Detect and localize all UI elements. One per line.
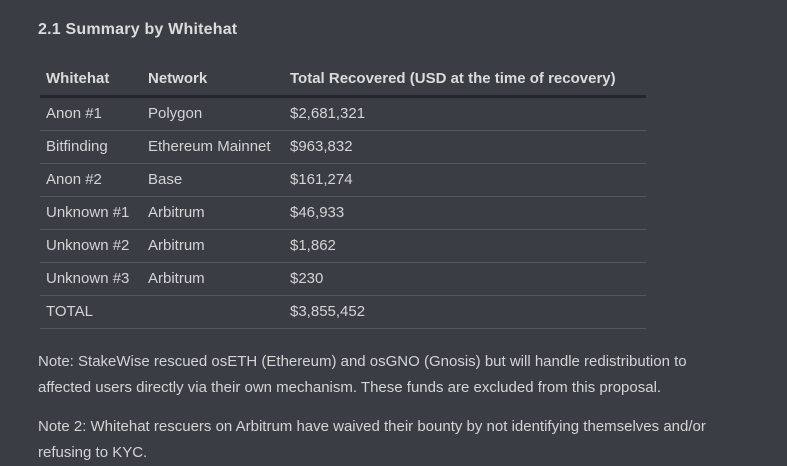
- table-cell: Anon #1: [40, 96, 142, 131]
- table-cell: Arbitrum: [142, 229, 284, 263]
- table-cell: $963,832: [284, 130, 646, 164]
- column-header-network: Network: [142, 66, 284, 98]
- column-header-whitehat: Whitehat: [40, 66, 142, 98]
- table-cell: Polygon: [142, 96, 284, 131]
- table-cell: Unknown #3: [40, 262, 142, 296]
- table-cell: $230: [284, 262, 646, 296]
- table-cell: $2,681,321: [284, 96, 646, 131]
- table-cell: Unknown #1: [40, 196, 142, 230]
- table-cell: Arbitrum: [142, 262, 284, 296]
- table-row: Anon #2 Base $161,274: [40, 163, 646, 197]
- table-row: Unknown #2 Arbitrum $1,862: [40, 229, 646, 263]
- note-arbitrum-bounty: Note 2: Whitehat rescuers on Arbitrum ha…: [38, 418, 706, 461]
- table-body: Anon #1 Polygon $2,681,321 Bitfinding Ethere…: [40, 96, 646, 329]
- table-cell: Anon #2: [40, 163, 142, 197]
- table-row: Bitfinding Ethereum Mainnet $963,832: [40, 130, 646, 164]
- section-title: 2.1 Summary by Whitehat: [38, 21, 238, 38]
- table-cell: Bitfinding: [40, 130, 142, 164]
- table-cell: $161,274: [284, 163, 646, 197]
- note-stakewise: Note: StakeWise rescued osETH (Ethereum)…: [38, 353, 687, 396]
- table-cell: $46,933: [284, 196, 646, 230]
- table-row: Unknown #1 Arbitrum $46,933: [40, 196, 646, 230]
- table-cell: $3,855,452: [284, 295, 646, 329]
- whitehat-summary-table: Whitehat Network Total Recovered (USD at…: [40, 66, 646, 329]
- table-row: Unknown #3 Arbitrum $230: [40, 262, 646, 296]
- table-cell: Arbitrum: [142, 196, 284, 230]
- column-header-total-recovered: Total Recovered (USD at the time of reco…: [284, 66, 646, 98]
- table-cell: [142, 295, 284, 329]
- table-row: Anon #1 Polygon $2,681,321: [40, 96, 646, 131]
- notes-section: Note: StakeWise rescued osETH (Ethereum)…: [38, 349, 736, 466]
- table-row: TOTAL $3,855,452: [40, 295, 646, 329]
- table-header-row: Whitehat Network Total Recovered (USD at…: [40, 66, 646, 98]
- table-cell: Ethereum Mainnet: [142, 130, 284, 164]
- table-cell: Base: [142, 163, 284, 197]
- table-cell: Unknown #2: [40, 229, 142, 263]
- table-cell: TOTAL: [40, 295, 142, 329]
- table-cell: $1,862: [284, 229, 646, 263]
